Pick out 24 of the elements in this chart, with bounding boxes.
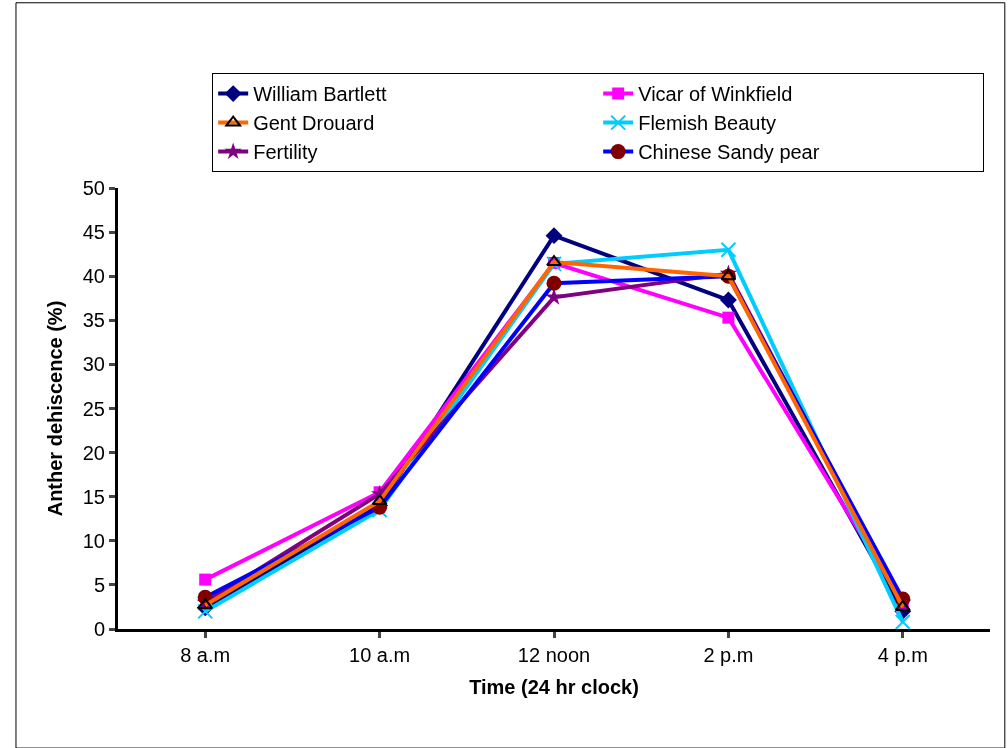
y-tick-label: 30 xyxy=(82,353,105,376)
x-tick-label: 2 p.m xyxy=(703,644,754,666)
y-tick-label: 10 xyxy=(82,529,105,552)
y-tick-label: 40 xyxy=(82,265,105,288)
legend-label: Gent Drouard xyxy=(253,112,375,135)
x-tick-label: 8 a.m xyxy=(180,644,231,666)
legend-label: Fertility xyxy=(253,141,318,164)
legend-label: Flemish Beauty xyxy=(638,112,777,135)
y-tick-label: 15 xyxy=(82,485,105,508)
x-tick-label: 10 a.m xyxy=(349,644,411,666)
x-tick-label: 4 p.m xyxy=(877,644,928,666)
legend-label: Vicar of Winkfield xyxy=(638,83,793,106)
y-tick-label: 25 xyxy=(82,397,105,420)
y-tick-label: 50 xyxy=(82,177,105,199)
y-tick-label: 20 xyxy=(82,441,105,464)
x-axis-title: Time (24 hr clock) xyxy=(469,675,639,698)
y-axis-title: Anther dehiscence (%) xyxy=(44,300,67,517)
x-tick-label: 12 noon xyxy=(517,644,591,666)
y-tick-label: 45 xyxy=(82,221,105,244)
y-tick-label: 35 xyxy=(82,309,105,332)
y-tick-label: 5 xyxy=(93,573,105,596)
legend-label: William Bartlett xyxy=(253,83,387,106)
y-tick-label: 0 xyxy=(93,618,105,640)
legend-label: Chinese Sandy pear xyxy=(638,141,820,164)
